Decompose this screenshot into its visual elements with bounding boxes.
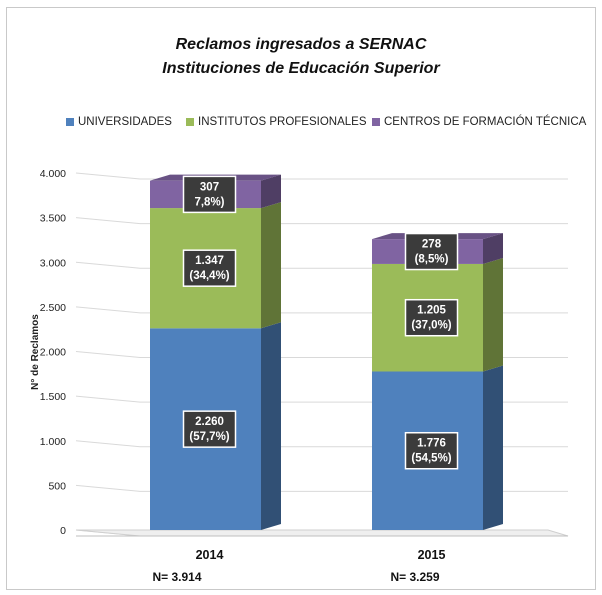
legend-label: INSTITUTOS PROFESIONALES — [198, 116, 367, 128]
total-2014: N= 3.914 — [152, 570, 202, 584]
legend-item-institutos: INSTITUTOS PROFESIONALES — [186, 116, 367, 128]
x-tick-label: 2015 — [418, 548, 446, 562]
data-label: (8,5%) — [415, 254, 449, 266]
y-axis-title: N° de Reclamos — [30, 314, 41, 390]
legend-item-universidades: UNIVERSIDADES — [66, 116, 172, 128]
data-label-box — [182, 249, 237, 287]
y-tick-label: 3.000 — [40, 257, 66, 269]
y-tick-label: 2.000 — [40, 347, 66, 359]
y-tick-label: 4.000 — [40, 168, 66, 180]
y-tick-label: 500 — [48, 480, 66, 492]
gridline — [75, 172, 568, 180]
bar-side — [261, 322, 281, 530]
bar-side — [261, 202, 281, 329]
data-label: (57,7%) — [189, 431, 229, 443]
bar-side — [483, 233, 503, 264]
legend-item-centros: CENTROS DE FORMACIÓN TÉCNICA — [372, 116, 586, 128]
chart-title-line-2: Instituciones de Educación Superior — [162, 60, 440, 77]
chart-floor — [75, 529, 569, 537]
y-tick-label: 2.500 — [40, 302, 66, 314]
data-label: (34,4%) — [189, 270, 229, 282]
data-label: (54,5%) — [411, 453, 451, 465]
legend-label: CENTROS DE FORMACIÓN TÉCNICA — [384, 116, 587, 128]
total-2015: N= 3.259 — [390, 570, 440, 584]
bar-side — [483, 365, 503, 530]
x-tick-label: 2014 — [196, 548, 224, 562]
data-label-box — [404, 232, 459, 271]
data-label-box — [182, 175, 237, 214]
data-label: 7,8%) — [194, 196, 224, 208]
data-label: 2.260 — [195, 416, 224, 428]
chart-title-line-1: Reclamos ingresados a SERNAC — [175, 36, 427, 53]
data-label: 278 — [422, 239, 442, 251]
bar-side — [483, 257, 503, 372]
data-label: 1.347 — [195, 255, 224, 267]
y-tick-label: 1.000 — [40, 436, 66, 448]
bar-side — [261, 174, 281, 209]
legend-swatch — [186, 118, 194, 126]
legend-swatch — [66, 118, 74, 126]
gridline — [75, 217, 568, 225]
data-label: 307 — [200, 181, 219, 193]
y-tick-label: 3.500 — [40, 213, 66, 225]
data-label-box — [404, 431, 459, 470]
y-tick-label: 1.500 — [40, 391, 66, 403]
y-tick-label: 0 — [60, 525, 66, 537]
data-label: 1.776 — [417, 438, 446, 450]
data-label: (37,0%) — [411, 320, 451, 332]
legend-swatch — [372, 118, 380, 126]
data-label-box — [404, 298, 459, 337]
data-label-box — [182, 410, 237, 448]
data-label: 1.205 — [417, 305, 446, 317]
legend-label: UNIVERSIDADES — [78, 116, 172, 128]
